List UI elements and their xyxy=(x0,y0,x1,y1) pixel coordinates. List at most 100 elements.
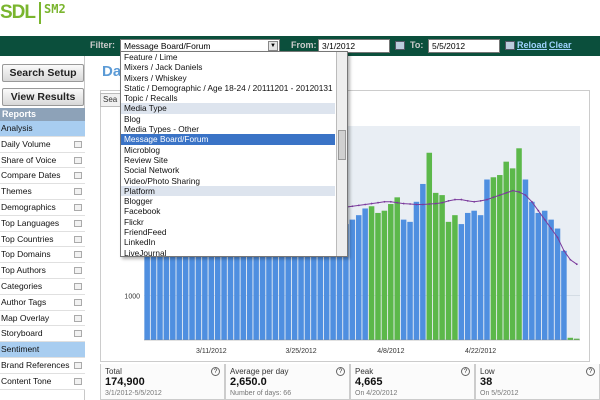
dropdown-option[interactable]: Microblog xyxy=(124,144,160,155)
report-page-icon[interactable] xyxy=(74,267,82,275)
bar[interactable] xyxy=(388,204,394,340)
bar[interactable] xyxy=(541,210,548,340)
bar[interactable] xyxy=(535,212,542,340)
bar[interactable] xyxy=(253,219,259,340)
bar[interactable] xyxy=(150,233,157,340)
sidebar-item-map-overlay[interactable]: Map Overlay xyxy=(0,310,85,327)
dropdown-option[interactable]: Facebook xyxy=(124,206,161,217)
bar[interactable] xyxy=(246,224,253,340)
sidebar-item-categories[interactable]: Categories xyxy=(0,279,85,295)
bar[interactable] xyxy=(182,230,189,340)
bar[interactable] xyxy=(439,195,445,340)
bar[interactable] xyxy=(407,221,413,340)
chevron-down-icon[interactable]: ▼ xyxy=(268,41,278,51)
bar[interactable] xyxy=(420,183,426,340)
bar[interactable] xyxy=(355,215,362,340)
report-page-icon[interactable] xyxy=(74,298,82,306)
bar[interactable] xyxy=(317,215,324,340)
report-page-icon[interactable] xyxy=(74,204,82,211)
dropdown-option[interactable]: Static / Demographic / Age 18-24 / 20111… xyxy=(124,82,333,93)
bar[interactable] xyxy=(375,212,381,340)
dropdown-option[interactable]: LinkedIn xyxy=(124,237,156,248)
bar[interactable] xyxy=(298,215,304,340)
report-page-icon[interactable] xyxy=(74,172,82,180)
bar[interactable] xyxy=(413,201,420,340)
bar[interactable] xyxy=(266,226,272,340)
bar[interactable] xyxy=(381,210,388,340)
bar[interactable] xyxy=(573,338,580,340)
bar[interactable] xyxy=(445,221,452,340)
dropdown-option[interactable]: LiveJournal xyxy=(124,247,167,257)
bar[interactable] xyxy=(362,208,368,340)
sidebar-item-sentiment[interactable]: Sentiment xyxy=(0,342,85,358)
sidebar-item-compare-dates[interactable]: Compare Dates xyxy=(0,168,85,185)
bar[interactable] xyxy=(516,148,522,340)
report-page-icon[interactable] xyxy=(74,156,82,164)
dropdown-option[interactable]: Message Board/Forum xyxy=(121,134,335,145)
to-date-input[interactable]: 5/5/2012 xyxy=(428,39,500,53)
bar[interactable] xyxy=(163,228,170,340)
dropdown-option[interactable]: Mixers / Whiskey xyxy=(124,72,187,83)
bar[interactable] xyxy=(452,215,458,340)
sidebar-item-top-authors[interactable]: Top Authors xyxy=(0,263,85,279)
sidebar-item-demographics[interactable]: Demographics xyxy=(0,200,85,216)
report-page-icon[interactable] xyxy=(74,188,82,196)
bar[interactable] xyxy=(336,217,343,340)
bar[interactable] xyxy=(567,337,574,340)
help-icon[interactable]: ? xyxy=(211,367,220,376)
sidebar-item-share-of-voice[interactable]: Share of Voice xyxy=(0,152,85,169)
sidebar-item-daily-volume[interactable]: Daily Volume xyxy=(0,136,85,153)
report-page-icon[interactable] xyxy=(74,283,82,290)
dropdown-option[interactable]: Feature / Lime xyxy=(124,52,178,62)
bar[interactable] xyxy=(349,219,356,340)
report-page-icon[interactable] xyxy=(74,314,82,322)
report-page-icon[interactable] xyxy=(74,251,82,259)
sidebar-item-content-tone[interactable]: Content Tone xyxy=(0,373,85,390)
search-setup-button[interactable]: Search Setup xyxy=(2,64,84,82)
bar[interactable] xyxy=(144,235,150,340)
bar[interactable] xyxy=(522,179,529,341)
sidebar-item-top-countries[interactable]: Top Countries xyxy=(0,231,85,248)
from-date-input[interactable]: 3/1/2012 xyxy=(318,39,390,53)
bar[interactable] xyxy=(214,226,221,340)
dropdown-option[interactable]: Blog xyxy=(124,113,141,124)
bar[interactable] xyxy=(208,224,215,340)
bar[interactable] xyxy=(554,228,561,340)
bar[interactable] xyxy=(227,228,234,340)
view-results-button[interactable]: View Results xyxy=(2,88,84,106)
bar[interactable] xyxy=(471,210,477,340)
dropdown-option[interactable]: Flickr xyxy=(124,216,144,227)
bar[interactable] xyxy=(394,197,400,340)
dropdown-scroll-thumb[interactable] xyxy=(338,130,346,160)
sidebar-item-themes[interactable]: Themes xyxy=(0,184,85,200)
bar[interactable] xyxy=(343,224,349,340)
report-page-icon[interactable] xyxy=(74,235,82,243)
bar[interactable] xyxy=(490,177,497,340)
bar[interactable] xyxy=(311,219,317,340)
bar[interactable] xyxy=(529,201,535,340)
bar[interactable] xyxy=(189,226,195,340)
bar[interactable] xyxy=(509,168,516,340)
bar[interactable] xyxy=(432,192,439,340)
bar[interactable] xyxy=(400,219,407,340)
bar[interactable] xyxy=(291,217,298,340)
bar[interactable] xyxy=(503,161,509,340)
bar[interactable] xyxy=(304,221,311,340)
sidebar-item-analysis[interactable]: Analysis xyxy=(0,121,85,137)
bar[interactable] xyxy=(240,228,247,340)
sidebar-item-top-domains[interactable]: Top Domains xyxy=(0,247,85,264)
bar[interactable] xyxy=(330,212,336,340)
dropdown-option[interactable]: Mixers / Jack Daniels xyxy=(124,62,203,73)
bar[interactable] xyxy=(176,235,182,340)
filter-dropdown-list[interactable]: Feature / Lime Mixers / Jack Daniels Mixer… xyxy=(120,51,348,257)
bar[interactable] xyxy=(272,228,279,340)
dropdown-option[interactable]: Media Types - Other xyxy=(124,124,200,135)
dropdown-option[interactable]: Video/Photo Sharing xyxy=(124,175,200,186)
sidebar-item-storyboard[interactable]: Storyboard xyxy=(0,326,85,343)
report-page-icon[interactable] xyxy=(74,140,82,148)
bar[interactable] xyxy=(195,228,202,340)
help-icon[interactable]: ? xyxy=(586,367,595,376)
bar[interactable] xyxy=(202,233,208,340)
bar[interactable] xyxy=(561,250,567,340)
report-page-icon[interactable] xyxy=(74,362,82,369)
